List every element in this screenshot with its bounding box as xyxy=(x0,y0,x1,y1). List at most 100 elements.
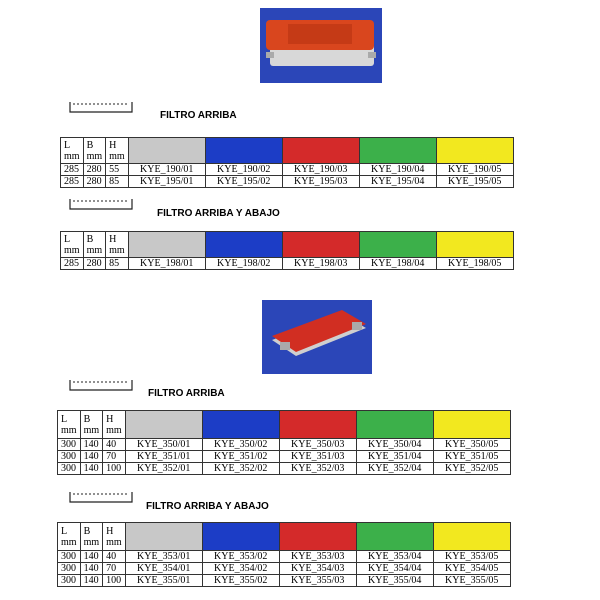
product-photo xyxy=(260,8,382,83)
table-cell: KYE_354/02 xyxy=(201,562,280,575)
table-cell: KYE_190/02 xyxy=(204,163,283,176)
color-swatch xyxy=(358,231,437,258)
color-swatch xyxy=(127,137,206,164)
table-cell: KYE_353/05 xyxy=(432,550,511,563)
table-cell: 280 xyxy=(82,163,107,176)
table-cell: KYE_352/05 xyxy=(432,462,511,475)
table-cell: KYE_195/02 xyxy=(204,175,283,188)
table-cell: KYE_198/05 xyxy=(435,257,514,270)
header-text: H xyxy=(109,139,117,151)
table-cell: KYE_355/05 xyxy=(432,574,511,587)
header-text: L xyxy=(61,413,68,425)
header-text: mm xyxy=(86,150,103,162)
table-cell: KYE_195/01 xyxy=(127,175,206,188)
color-swatch xyxy=(435,137,514,164)
header-text: B xyxy=(86,233,94,245)
table-cell: KYE_352/03 xyxy=(278,462,357,475)
table-cell: KYE_353/03 xyxy=(278,550,357,563)
header-text: L xyxy=(61,525,68,537)
table-cell: 140 xyxy=(79,550,104,563)
table-cell: KYE_351/01 xyxy=(124,450,203,463)
table-cell: KYE_354/04 xyxy=(355,562,434,575)
table-cell: KYE_351/04 xyxy=(355,450,434,463)
table-cell: KYE_353/02 xyxy=(201,550,280,563)
table-cell: KYE_198/03 xyxy=(281,257,360,270)
table-cell: KYE_354/03 xyxy=(278,562,357,575)
table-cell: KYE_350/04 xyxy=(355,438,434,451)
table-cell: 300 xyxy=(57,450,81,463)
color-swatch xyxy=(281,137,360,164)
table-cell: 140 xyxy=(79,462,104,475)
table-cell: 40 xyxy=(102,438,126,451)
table-cell: 285 xyxy=(60,163,84,176)
table-cell: KYE_353/01 xyxy=(124,550,203,563)
table-cell: KYE_198/04 xyxy=(358,257,437,270)
table-cell: 70 xyxy=(102,450,126,463)
table-cell: 300 xyxy=(57,550,81,563)
color-swatch xyxy=(432,410,511,439)
header-text: mm xyxy=(64,244,80,256)
table-cell: KYE_351/03 xyxy=(278,450,357,463)
table-row: 285 280 85 KYE_198/01 KYE_198/02 KYE_198/03 KY… xyxy=(60,257,514,270)
tray-icon xyxy=(69,380,133,391)
color-swatch xyxy=(127,231,206,258)
header-text: H xyxy=(109,233,117,245)
color-swatch xyxy=(201,522,280,551)
table-cell: 140 xyxy=(79,450,104,463)
table-cell: KYE_353/04 xyxy=(355,550,434,563)
table-cell: KYE_355/03 xyxy=(278,574,357,587)
table-cell: 280 xyxy=(82,175,107,188)
table-cell: KYE_350/02 xyxy=(201,438,280,451)
table-row: 300 140 70 KYE_351/01 KYE_351/02 KYE_351/03 KY… xyxy=(57,450,511,463)
header-text: mm xyxy=(109,244,125,256)
table-cell: KYE_195/04 xyxy=(358,175,437,188)
table-row: 300 140 70 KYE_354/01 KYE_354/02 KYE_354/03 KY… xyxy=(57,562,511,575)
table-cell: KYE_351/05 xyxy=(432,450,511,463)
table-cell: 70 xyxy=(102,562,126,575)
table-cell: 100 xyxy=(102,462,126,475)
table-cell: KYE_195/03 xyxy=(281,175,360,188)
header-text: H xyxy=(106,525,114,537)
table-row: 300 140 40 KYE_350/01 KYE_350/02 KYE_350/03 KY… xyxy=(57,438,511,451)
color-swatch xyxy=(204,231,283,258)
table-cell: KYE_355/02 xyxy=(201,574,280,587)
header-text: mm xyxy=(83,424,100,436)
tray-icon xyxy=(69,492,133,503)
table-cell: 280 xyxy=(82,257,107,270)
table-cell: KYE_190/04 xyxy=(358,163,437,176)
table-cell: KYE_352/04 xyxy=(355,462,434,475)
color-swatch xyxy=(355,522,434,551)
header-text: B xyxy=(83,413,91,425)
header-text: B xyxy=(86,139,94,151)
table-row: 285 280 85 KYE_195/01 KYE_195/02 KYE_195/03 KY… xyxy=(60,175,514,188)
table-row: 300 140 100 KYE_352/01 KYE_352/02 KYE_352/03 K… xyxy=(57,462,511,475)
table-cell: 85 xyxy=(105,257,129,270)
color-swatch xyxy=(124,522,203,551)
product-photo xyxy=(262,300,372,374)
table-row: 300 140 100 KYE_355/01 KYE_355/02 KYE_355/03 K… xyxy=(57,574,511,587)
header-text: L xyxy=(64,139,71,151)
color-swatch xyxy=(278,410,357,439)
table-cell: KYE_351/02 xyxy=(201,450,280,463)
color-swatch xyxy=(358,137,437,164)
table-cell: KYE_190/03 xyxy=(281,163,360,176)
section-heading: FILTRO ARRIBA xyxy=(148,388,225,399)
